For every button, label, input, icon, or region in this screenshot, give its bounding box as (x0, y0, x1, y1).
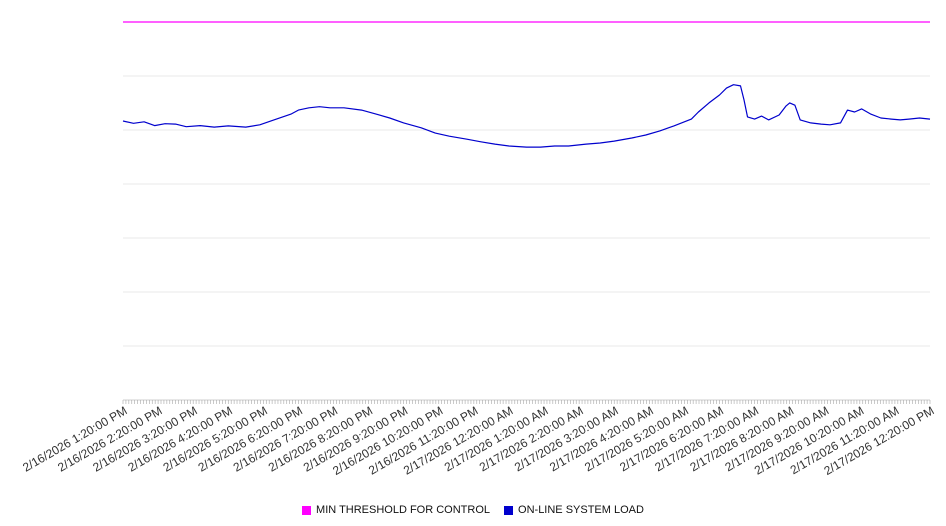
legend-item-load: ON-LINE SYSTEM LOAD (504, 504, 644, 516)
load-swatch-icon (504, 505, 514, 515)
chart-legend: MIN THRESHOLD FOR CONTROL ON-LINE SYSTEM… (0, 504, 946, 516)
legend-item-threshold: MIN THRESHOLD FOR CONTROL (302, 504, 490, 516)
x-axis-ticks (122, 400, 931, 404)
x-axis-labels: 2/16/2026 1:20:00 PM2/16/2026 2:20:00 PM… (20, 403, 936, 478)
chart-canvas: 2/16/2026 1:20:00 PM2/16/2026 2:20:00 PM… (20, 21, 937, 478)
legend-label-load: ON-LINE SYSTEM LOAD (518, 504, 644, 516)
threshold-swatch-icon (302, 505, 312, 515)
load-line (122, 84, 931, 148)
gridlines (123, 21, 930, 401)
legend-label-threshold: MIN THRESHOLD FOR CONTROL (316, 504, 491, 516)
